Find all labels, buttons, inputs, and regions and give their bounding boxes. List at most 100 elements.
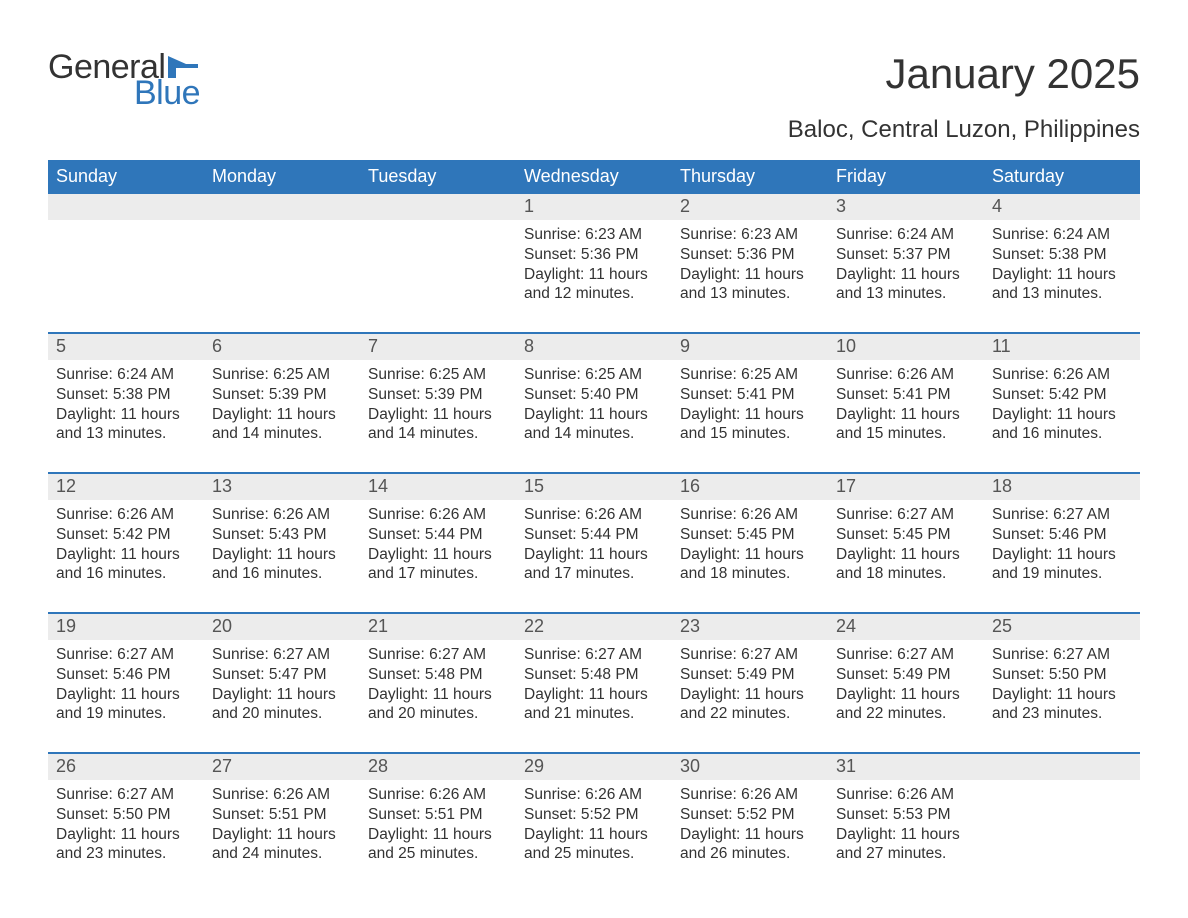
- daylight-text: Daylight: 11 hours and 19 minutes.: [56, 685, 196, 725]
- sunset-text: Sunset: 5:51 PM: [212, 805, 352, 825]
- sunset-text: Sunset: 5:45 PM: [836, 525, 976, 545]
- sunset-text: Sunset: 5:36 PM: [524, 245, 664, 265]
- sunrise-text: Sunrise: 6:25 AM: [524, 365, 664, 385]
- daylight-text: Daylight: 11 hours and 17 minutes.: [368, 545, 508, 585]
- week-row: 19Sunrise: 6:27 AMSunset: 5:46 PMDayligh…: [48, 612, 1140, 752]
- day-body: Sunrise: 6:27 AMSunset: 5:50 PMDaylight:…: [984, 640, 1140, 724]
- day-cell: 31Sunrise: 6:26 AMSunset: 5:53 PMDayligh…: [828, 754, 984, 892]
- daylight-text: Daylight: 11 hours and 24 minutes.: [212, 825, 352, 865]
- day-number: 10: [828, 334, 984, 360]
- dow-friday: Friday: [828, 160, 984, 194]
- day-number: 12: [48, 474, 204, 500]
- day-number: 21: [360, 614, 516, 640]
- sunset-text: Sunset: 5:52 PM: [680, 805, 820, 825]
- daylight-text: Daylight: 11 hours and 27 minutes.: [836, 825, 976, 865]
- day-number: 5: [48, 334, 204, 360]
- day-body: Sunrise: 6:26 AMSunset: 5:52 PMDaylight:…: [672, 780, 828, 864]
- daylight-text: Daylight: 11 hours and 12 minutes.: [524, 265, 664, 305]
- day-number: 18: [984, 474, 1140, 500]
- sunset-text: Sunset: 5:53 PM: [836, 805, 976, 825]
- day-number: 24: [828, 614, 984, 640]
- day-cell: 17Sunrise: 6:27 AMSunset: 5:45 PMDayligh…: [828, 474, 984, 612]
- sunset-text: Sunset: 5:50 PM: [992, 665, 1132, 685]
- sunrise-text: Sunrise: 6:26 AM: [680, 785, 820, 805]
- day-of-week-header: Sunday Monday Tuesday Wednesday Thursday…: [48, 160, 1140, 194]
- day-body: Sunrise: 6:24 AMSunset: 5:37 PMDaylight:…: [828, 220, 984, 304]
- sunrise-text: Sunrise: 6:25 AM: [212, 365, 352, 385]
- dow-tuesday: Tuesday: [360, 160, 516, 194]
- day-body: Sunrise: 6:26 AMSunset: 5:43 PMDaylight:…: [204, 500, 360, 584]
- day-body: Sunrise: 6:23 AMSunset: 5:36 PMDaylight:…: [516, 220, 672, 304]
- day-body: Sunrise: 6:26 AMSunset: 5:42 PMDaylight:…: [984, 360, 1140, 444]
- day-number: 14: [360, 474, 516, 500]
- sunset-text: Sunset: 5:48 PM: [524, 665, 664, 685]
- day-number: 15: [516, 474, 672, 500]
- sunrise-text: Sunrise: 6:27 AM: [836, 505, 976, 525]
- daylight-text: Daylight: 11 hours and 14 minutes.: [524, 405, 664, 445]
- week-row: 26Sunrise: 6:27 AMSunset: 5:50 PMDayligh…: [48, 752, 1140, 892]
- sunrise-text: Sunrise: 6:26 AM: [836, 785, 976, 805]
- weeks-container: 1Sunrise: 6:23 AMSunset: 5:36 PMDaylight…: [48, 194, 1140, 892]
- daylight-text: Daylight: 11 hours and 26 minutes.: [680, 825, 820, 865]
- day-body: Sunrise: 6:27 AMSunset: 5:49 PMDaylight:…: [672, 640, 828, 724]
- daylight-text: Daylight: 11 hours and 22 minutes.: [680, 685, 820, 725]
- day-cell: 4Sunrise: 6:24 AMSunset: 5:38 PMDaylight…: [984, 194, 1140, 332]
- day-cell: 8Sunrise: 6:25 AMSunset: 5:40 PMDaylight…: [516, 334, 672, 472]
- sunset-text: Sunset: 5:50 PM: [56, 805, 196, 825]
- daylight-text: Daylight: 11 hours and 22 minutes.: [836, 685, 976, 725]
- sunrise-text: Sunrise: 6:27 AM: [212, 645, 352, 665]
- sunrise-text: Sunrise: 6:26 AM: [56, 505, 196, 525]
- sunrise-text: Sunrise: 6:26 AM: [836, 365, 976, 385]
- sunrise-text: Sunrise: 6:26 AM: [212, 505, 352, 525]
- day-body: Sunrise: 6:25 AMSunset: 5:40 PMDaylight:…: [516, 360, 672, 444]
- sunset-text: Sunset: 5:41 PM: [680, 385, 820, 405]
- daylight-text: Daylight: 11 hours and 15 minutes.: [680, 405, 820, 445]
- day-number: 28: [360, 754, 516, 780]
- day-body: Sunrise: 6:26 AMSunset: 5:51 PMDaylight:…: [204, 780, 360, 864]
- calendar: Sunday Monday Tuesday Wednesday Thursday…: [48, 160, 1140, 892]
- day-body: Sunrise: 6:25 AMSunset: 5:39 PMDaylight:…: [360, 360, 516, 444]
- sunrise-text: Sunrise: 6:27 AM: [680, 645, 820, 665]
- day-cell: 28Sunrise: 6:26 AMSunset: 5:51 PMDayligh…: [360, 754, 516, 892]
- day-number: 23: [672, 614, 828, 640]
- day-body: Sunrise: 6:25 AMSunset: 5:39 PMDaylight:…: [204, 360, 360, 444]
- sunset-text: Sunset: 5:47 PM: [212, 665, 352, 685]
- sunrise-text: Sunrise: 6:23 AM: [680, 225, 820, 245]
- daylight-text: Daylight: 11 hours and 14 minutes.: [368, 405, 508, 445]
- sunrise-text: Sunrise: 6:26 AM: [368, 785, 508, 805]
- day-cell: 23Sunrise: 6:27 AMSunset: 5:49 PMDayligh…: [672, 614, 828, 752]
- day-cell: 21Sunrise: 6:27 AMSunset: 5:48 PMDayligh…: [360, 614, 516, 752]
- day-cell: 9Sunrise: 6:25 AMSunset: 5:41 PMDaylight…: [672, 334, 828, 472]
- day-cell: 25Sunrise: 6:27 AMSunset: 5:50 PMDayligh…: [984, 614, 1140, 752]
- day-number: 25: [984, 614, 1140, 640]
- sunset-text: Sunset: 5:42 PM: [56, 525, 196, 545]
- day-cell: 1Sunrise: 6:23 AMSunset: 5:36 PMDaylight…: [516, 194, 672, 332]
- day-cell: 18Sunrise: 6:27 AMSunset: 5:46 PMDayligh…: [984, 474, 1140, 612]
- day-body: Sunrise: 6:25 AMSunset: 5:41 PMDaylight:…: [672, 360, 828, 444]
- day-body: Sunrise: 6:27 AMSunset: 5:50 PMDaylight:…: [48, 780, 204, 864]
- day-cell: 12Sunrise: 6:26 AMSunset: 5:42 PMDayligh…: [48, 474, 204, 612]
- day-number: 16: [672, 474, 828, 500]
- sunset-text: Sunset: 5:45 PM: [680, 525, 820, 545]
- day-cell: 15Sunrise: 6:26 AMSunset: 5:44 PMDayligh…: [516, 474, 672, 612]
- day-number: 6: [204, 334, 360, 360]
- sunrise-text: Sunrise: 6:27 AM: [56, 785, 196, 805]
- sunset-text: Sunset: 5:48 PM: [368, 665, 508, 685]
- day-cell: 19Sunrise: 6:27 AMSunset: 5:46 PMDayligh…: [48, 614, 204, 752]
- sunset-text: Sunset: 5:46 PM: [992, 525, 1132, 545]
- day-cell: 6Sunrise: 6:25 AMSunset: 5:39 PMDaylight…: [204, 334, 360, 472]
- sunrise-text: Sunrise: 6:27 AM: [524, 645, 664, 665]
- day-number: 2: [672, 194, 828, 220]
- day-number: [360, 194, 516, 220]
- day-cell: 20Sunrise: 6:27 AMSunset: 5:47 PMDayligh…: [204, 614, 360, 752]
- sunrise-text: Sunrise: 6:23 AM: [524, 225, 664, 245]
- day-cell: 30Sunrise: 6:26 AMSunset: 5:52 PMDayligh…: [672, 754, 828, 892]
- day-cell: [984, 754, 1140, 892]
- daylight-text: Daylight: 11 hours and 20 minutes.: [368, 685, 508, 725]
- day-body: Sunrise: 6:24 AMSunset: 5:38 PMDaylight:…: [984, 220, 1140, 304]
- sunset-text: Sunset: 5:39 PM: [212, 385, 352, 405]
- sunrise-text: Sunrise: 6:27 AM: [992, 505, 1132, 525]
- sunset-text: Sunset: 5:44 PM: [524, 525, 664, 545]
- daylight-text: Daylight: 11 hours and 14 minutes.: [212, 405, 352, 445]
- daylight-text: Daylight: 11 hours and 25 minutes.: [524, 825, 664, 865]
